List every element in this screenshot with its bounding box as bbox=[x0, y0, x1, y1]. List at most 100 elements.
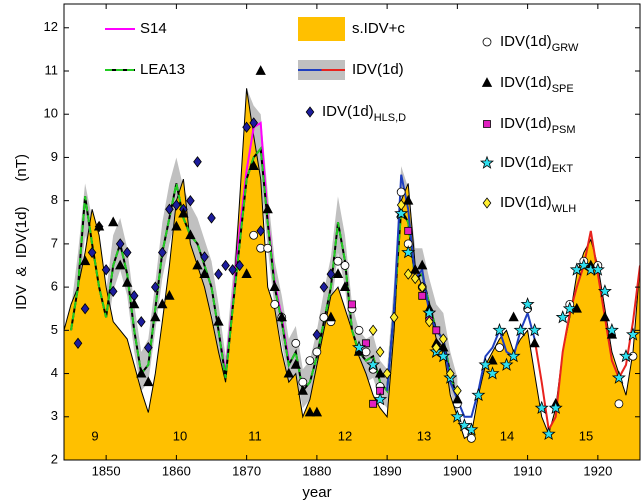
legend-label: LEA13 bbox=[140, 61, 185, 78]
marker bbox=[403, 194, 414, 205]
marker bbox=[436, 348, 451, 363]
marker bbox=[418, 291, 427, 300]
marker bbox=[312, 347, 322, 357]
marker bbox=[396, 199, 406, 211]
legend-swatch bbox=[298, 17, 345, 41]
marker bbox=[597, 284, 612, 298]
marker bbox=[368, 324, 378, 336]
legend-entry: IDV(1d)PSM bbox=[483, 115, 576, 136]
legend-name: IDV(1d) bbox=[500, 154, 552, 171]
legend-label: IDV(1d)GRW bbox=[500, 33, 579, 54]
marker bbox=[192, 259, 203, 270]
uncertainty-band bbox=[71, 88, 458, 417]
x-tick-label: 1910 bbox=[513, 463, 542, 478]
marker bbox=[404, 226, 413, 235]
marker bbox=[73, 337, 83, 349]
legend-name: s.IDV+c bbox=[352, 20, 405, 37]
marker bbox=[115, 238, 125, 250]
marker bbox=[165, 203, 174, 215]
legend-label: IDV(1d)SPE bbox=[500, 74, 574, 95]
y-tick-label: 6 bbox=[51, 279, 58, 294]
y-axis-label: IDV & IDV(1d) (nT) bbox=[13, 154, 30, 310]
marker bbox=[376, 386, 385, 395]
legend-entry: IDV(1d)SPE bbox=[481, 74, 574, 95]
marker bbox=[87, 246, 97, 259]
marker bbox=[611, 370, 626, 384]
marker bbox=[269, 281, 280, 292]
marker bbox=[492, 322, 507, 337]
marker bbox=[332, 268, 344, 279]
marker bbox=[375, 346, 385, 358]
legend-entry: s.IDV+c bbox=[298, 17, 405, 41]
x-tick-label: 1890 bbox=[373, 463, 402, 478]
marker bbox=[249, 117, 259, 129]
y-tick-label: 9 bbox=[51, 149, 58, 164]
marker bbox=[432, 326, 441, 335]
x-tick-label: 1900 bbox=[443, 463, 472, 478]
legend-name: IDV(1d) bbox=[500, 194, 552, 211]
marker bbox=[520, 297, 535, 311]
marker bbox=[506, 348, 521, 363]
cycle-label: 9 bbox=[91, 428, 98, 443]
marker bbox=[108, 285, 118, 298]
marker bbox=[255, 65, 266, 75]
marker bbox=[270, 299, 280, 309]
legend-label: IDV(1d) bbox=[352, 61, 404, 78]
legend-label: IDV(1d)EKT bbox=[500, 154, 573, 175]
legend-subscript: HLS,D bbox=[374, 112, 406, 124]
marker bbox=[178, 207, 189, 218]
line-segment bbox=[533, 230, 640, 433]
y-tick-label: 7 bbox=[51, 235, 58, 250]
marker bbox=[464, 422, 479, 436]
marker bbox=[249, 230, 259, 240]
marker bbox=[325, 311, 337, 322]
marker bbox=[513, 322, 528, 337]
marker bbox=[157, 246, 167, 259]
marker bbox=[291, 338, 301, 348]
marker bbox=[394, 206, 409, 220]
marker bbox=[185, 229, 196, 240]
marker bbox=[242, 121, 251, 133]
marker bbox=[305, 356, 315, 365]
marker bbox=[541, 426, 556, 441]
marker bbox=[619, 348, 633, 363]
marker bbox=[485, 366, 500, 380]
marker bbox=[79, 255, 91, 266]
marker bbox=[576, 258, 591, 272]
marker bbox=[150, 311, 161, 322]
marker bbox=[283, 367, 294, 378]
marker bbox=[348, 300, 356, 309]
legend-name: IDV(1d) bbox=[500, 74, 552, 91]
legend-label: IDV(1d)HLS,D bbox=[322, 103, 406, 124]
cycle-label: 13 bbox=[417, 428, 431, 443]
marker bbox=[298, 377, 308, 387]
marker bbox=[495, 343, 504, 353]
cycle-label: 11 bbox=[248, 428, 262, 443]
marker bbox=[333, 256, 343, 266]
marker bbox=[305, 106, 315, 118]
marker bbox=[452, 393, 463, 404]
marker bbox=[482, 37, 492, 47]
marker bbox=[508, 311, 519, 322]
legend-subscript: WLH bbox=[552, 203, 577, 215]
marker bbox=[241, 268, 252, 279]
legend-name: S14 bbox=[140, 20, 167, 37]
y-tick-label: 3 bbox=[51, 408, 58, 423]
marker bbox=[481, 77, 493, 87]
marker bbox=[157, 298, 168, 309]
marker bbox=[599, 311, 611, 322]
marker bbox=[340, 261, 350, 270]
marker bbox=[410, 272, 420, 285]
marker bbox=[450, 409, 465, 423]
marker bbox=[122, 276, 133, 287]
marker bbox=[366, 357, 381, 371]
plot-area bbox=[64, 65, 640, 460]
x-tick-label: 1880 bbox=[302, 463, 331, 478]
marker bbox=[354, 325, 364, 335]
marker bbox=[438, 333, 448, 345]
marker bbox=[453, 385, 462, 397]
marker bbox=[403, 268, 413, 280]
legend-entry: IDV(1d)EKT bbox=[480, 154, 573, 175]
